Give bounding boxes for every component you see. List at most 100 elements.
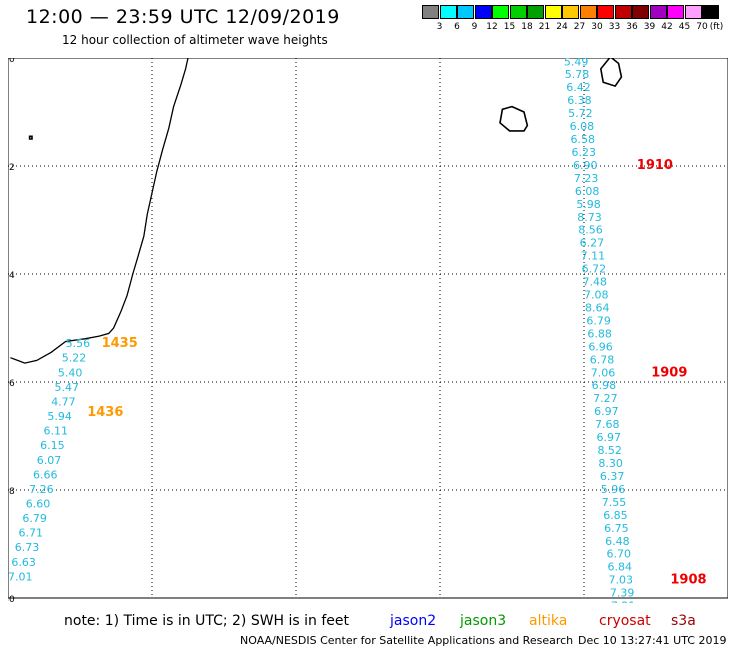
legend-label: 36 — [626, 22, 638, 32]
wave-height-value: 6.58 — [571, 133, 596, 146]
wave-height-value: 5.49 — [564, 58, 589, 68]
legend-label: 21 — [538, 22, 551, 32]
wave-height-value: 6.72 — [582, 263, 607, 276]
legend-swatch — [544, 5, 562, 19]
color-legend: 3 6 9 12 15 18 21 24 27 30 33 36 39 42 45 70 (ft) — [422, 5, 728, 39]
footer-note: note: 1) Time is in UTC; 2) SWH is in fe… — [64, 613, 350, 629]
wave-height-value: 5.40 — [58, 366, 83, 379]
wave-height-value: 6.66 — [33, 468, 58, 481]
wave-height-value: 6.90 — [573, 159, 598, 172]
legend-swatch — [562, 5, 579, 19]
coastline — [10, 58, 189, 364]
legend-altika: altika — [529, 613, 568, 629]
altimeter-tracks: 5.56 5.225.40 5.474.77 5.94 6.116.15 6.076.66… — [8, 58, 707, 603]
wave-height-value: 6.07 — [37, 454, 62, 467]
wave-height-value: 6.98 — [592, 379, 617, 392]
legend-swatch — [422, 5, 439, 19]
wave-height-map: 454851545760-20-22-24-26-28-30 5.565.225… — [8, 58, 728, 603]
wave-height-value: 4.77 — [51, 395, 75, 408]
madagascar-coast — [10, 58, 189, 364]
legend-swatch — [527, 5, 544, 19]
legend-label: 30 — [591, 22, 603, 32]
wave-height-value: 8.64 — [585, 301, 610, 314]
pass-time-label: 1909 — [651, 365, 687, 380]
pass-time-label: 1910 — [637, 158, 673, 173]
wave-height-value: 7.27 — [593, 392, 618, 405]
wave-height-value: 7.23 — [574, 172, 599, 185]
wave-height-value: 8.56 — [578, 224, 603, 237]
wave-height-value: 5.72 — [568, 107, 593, 120]
wave-height-value: 6.85 — [603, 509, 628, 522]
wave-height-value: 6.96 — [588, 340, 613, 353]
wave-height-value: 7.08 — [584, 289, 609, 302]
wave-height-value: 6.08 — [575, 185, 600, 198]
legend-label: 70 — [696, 22, 708, 32]
wave-height-value: 7.06 — [591, 366, 616, 379]
wave-height-value: 5.94 — [47, 410, 72, 423]
legend-swatch — [457, 5, 474, 19]
legend-swatch — [684, 5, 702, 19]
wave-height-value: 8.30 — [598, 457, 623, 470]
wave-height-value: 5.96 — [601, 483, 626, 496]
wave-height-value: 5.47 — [55, 381, 79, 394]
legend-swatch — [702, 5, 719, 19]
wave-height-value: 6.60 — [26, 498, 51, 511]
legend-jason3: jason3 — [460, 613, 507, 629]
legend-swatch — [597, 5, 614, 19]
legend-unit: (ft) — [709, 22, 724, 32]
wave-height-value: 7.03 — [608, 574, 633, 587]
wave-height-value: 7.21 — [611, 600, 636, 603]
credit-text: NOAA/NESDIS Center for Satellite Applica… — [240, 634, 574, 647]
wave-height-value: 6.23 — [572, 146, 597, 159]
map-grid — [8, 58, 728, 598]
lat-tick-label: -28 — [8, 487, 15, 497]
lat-tick-label: -20 — [8, 58, 15, 65]
island-mauritius — [599, 58, 623, 88]
island-outlines — [28, 58, 623, 140]
wave-height-value: 6.70 — [607, 548, 632, 561]
island-dot — [28, 135, 33, 140]
page-subtitle: 12 hour collection of altimeter wave hei… — [62, 33, 328, 47]
wave-height-value: 7.48 — [583, 276, 608, 289]
legend-label: 42 — [661, 22, 673, 32]
legend-swatch — [492, 5, 509, 19]
wave-height-value: 7.39 — [610, 587, 635, 600]
legend-label: 24 — [556, 22, 568, 32]
page-title: 12:00 — 23:59 UTC 12/09/2019 — [26, 6, 340, 28]
wave-height-value: 6.84 — [608, 561, 633, 574]
wave-height-value: 6.97 — [596, 431, 621, 444]
legend-label: 45 — [678, 22, 691, 32]
wave-height-value: 7.55 — [602, 496, 627, 509]
legend-label: 3 — [436, 22, 443, 32]
legend-label: 15 — [503, 22, 516, 32]
wave-height-value: 6.88 — [587, 327, 612, 340]
wave-height-value: 6.78 — [590, 353, 615, 366]
wave-height-value: 5.56 — [66, 337, 91, 350]
wave-height-value: 7.11 — [581, 250, 606, 263]
wave-height-value: 7.26 — [29, 483, 54, 496]
wave-height-value: 6.73 — [15, 541, 40, 554]
legend-swatch — [632, 5, 649, 19]
wave-height-value: 6.48 — [605, 535, 630, 548]
legend-label: 27 — [573, 22, 586, 32]
axis-tick-labels: 454851545760-20-22-24-26-28-30 — [8, 58, 15, 603]
pass-time-label: 1435 — [102, 336, 138, 351]
island-reunion — [499, 105, 529, 132]
legend-jason2: jason2 — [390, 613, 437, 629]
legend-cryosat: cryosat — [599, 613, 651, 629]
legend-label: 39 — [643, 22, 656, 32]
wave-height-value: 6.71 — [19, 527, 43, 540]
wave-height-value: 7.01 — [8, 570, 33, 583]
legend-label: 6 — [454, 22, 460, 32]
legend-s3a: s3a — [671, 613, 696, 629]
legend-swatch — [649, 5, 667, 19]
wave-height-value: 6.42 — [566, 81, 591, 94]
pass-time-label: 1908 — [670, 573, 706, 588]
timestamp-text: Dec 10 13:27:41 UTC 2019 — [578, 634, 727, 647]
wave-height-value: 6.27 — [580, 237, 605, 250]
wave-height-value: 8.73 — [577, 211, 602, 224]
lat-tick-label: -30 — [8, 595, 15, 603]
legend-label: 12 — [486, 22, 498, 32]
lat-tick-label: -26 — [8, 379, 15, 389]
legend-label: 33 — [608, 22, 621, 32]
